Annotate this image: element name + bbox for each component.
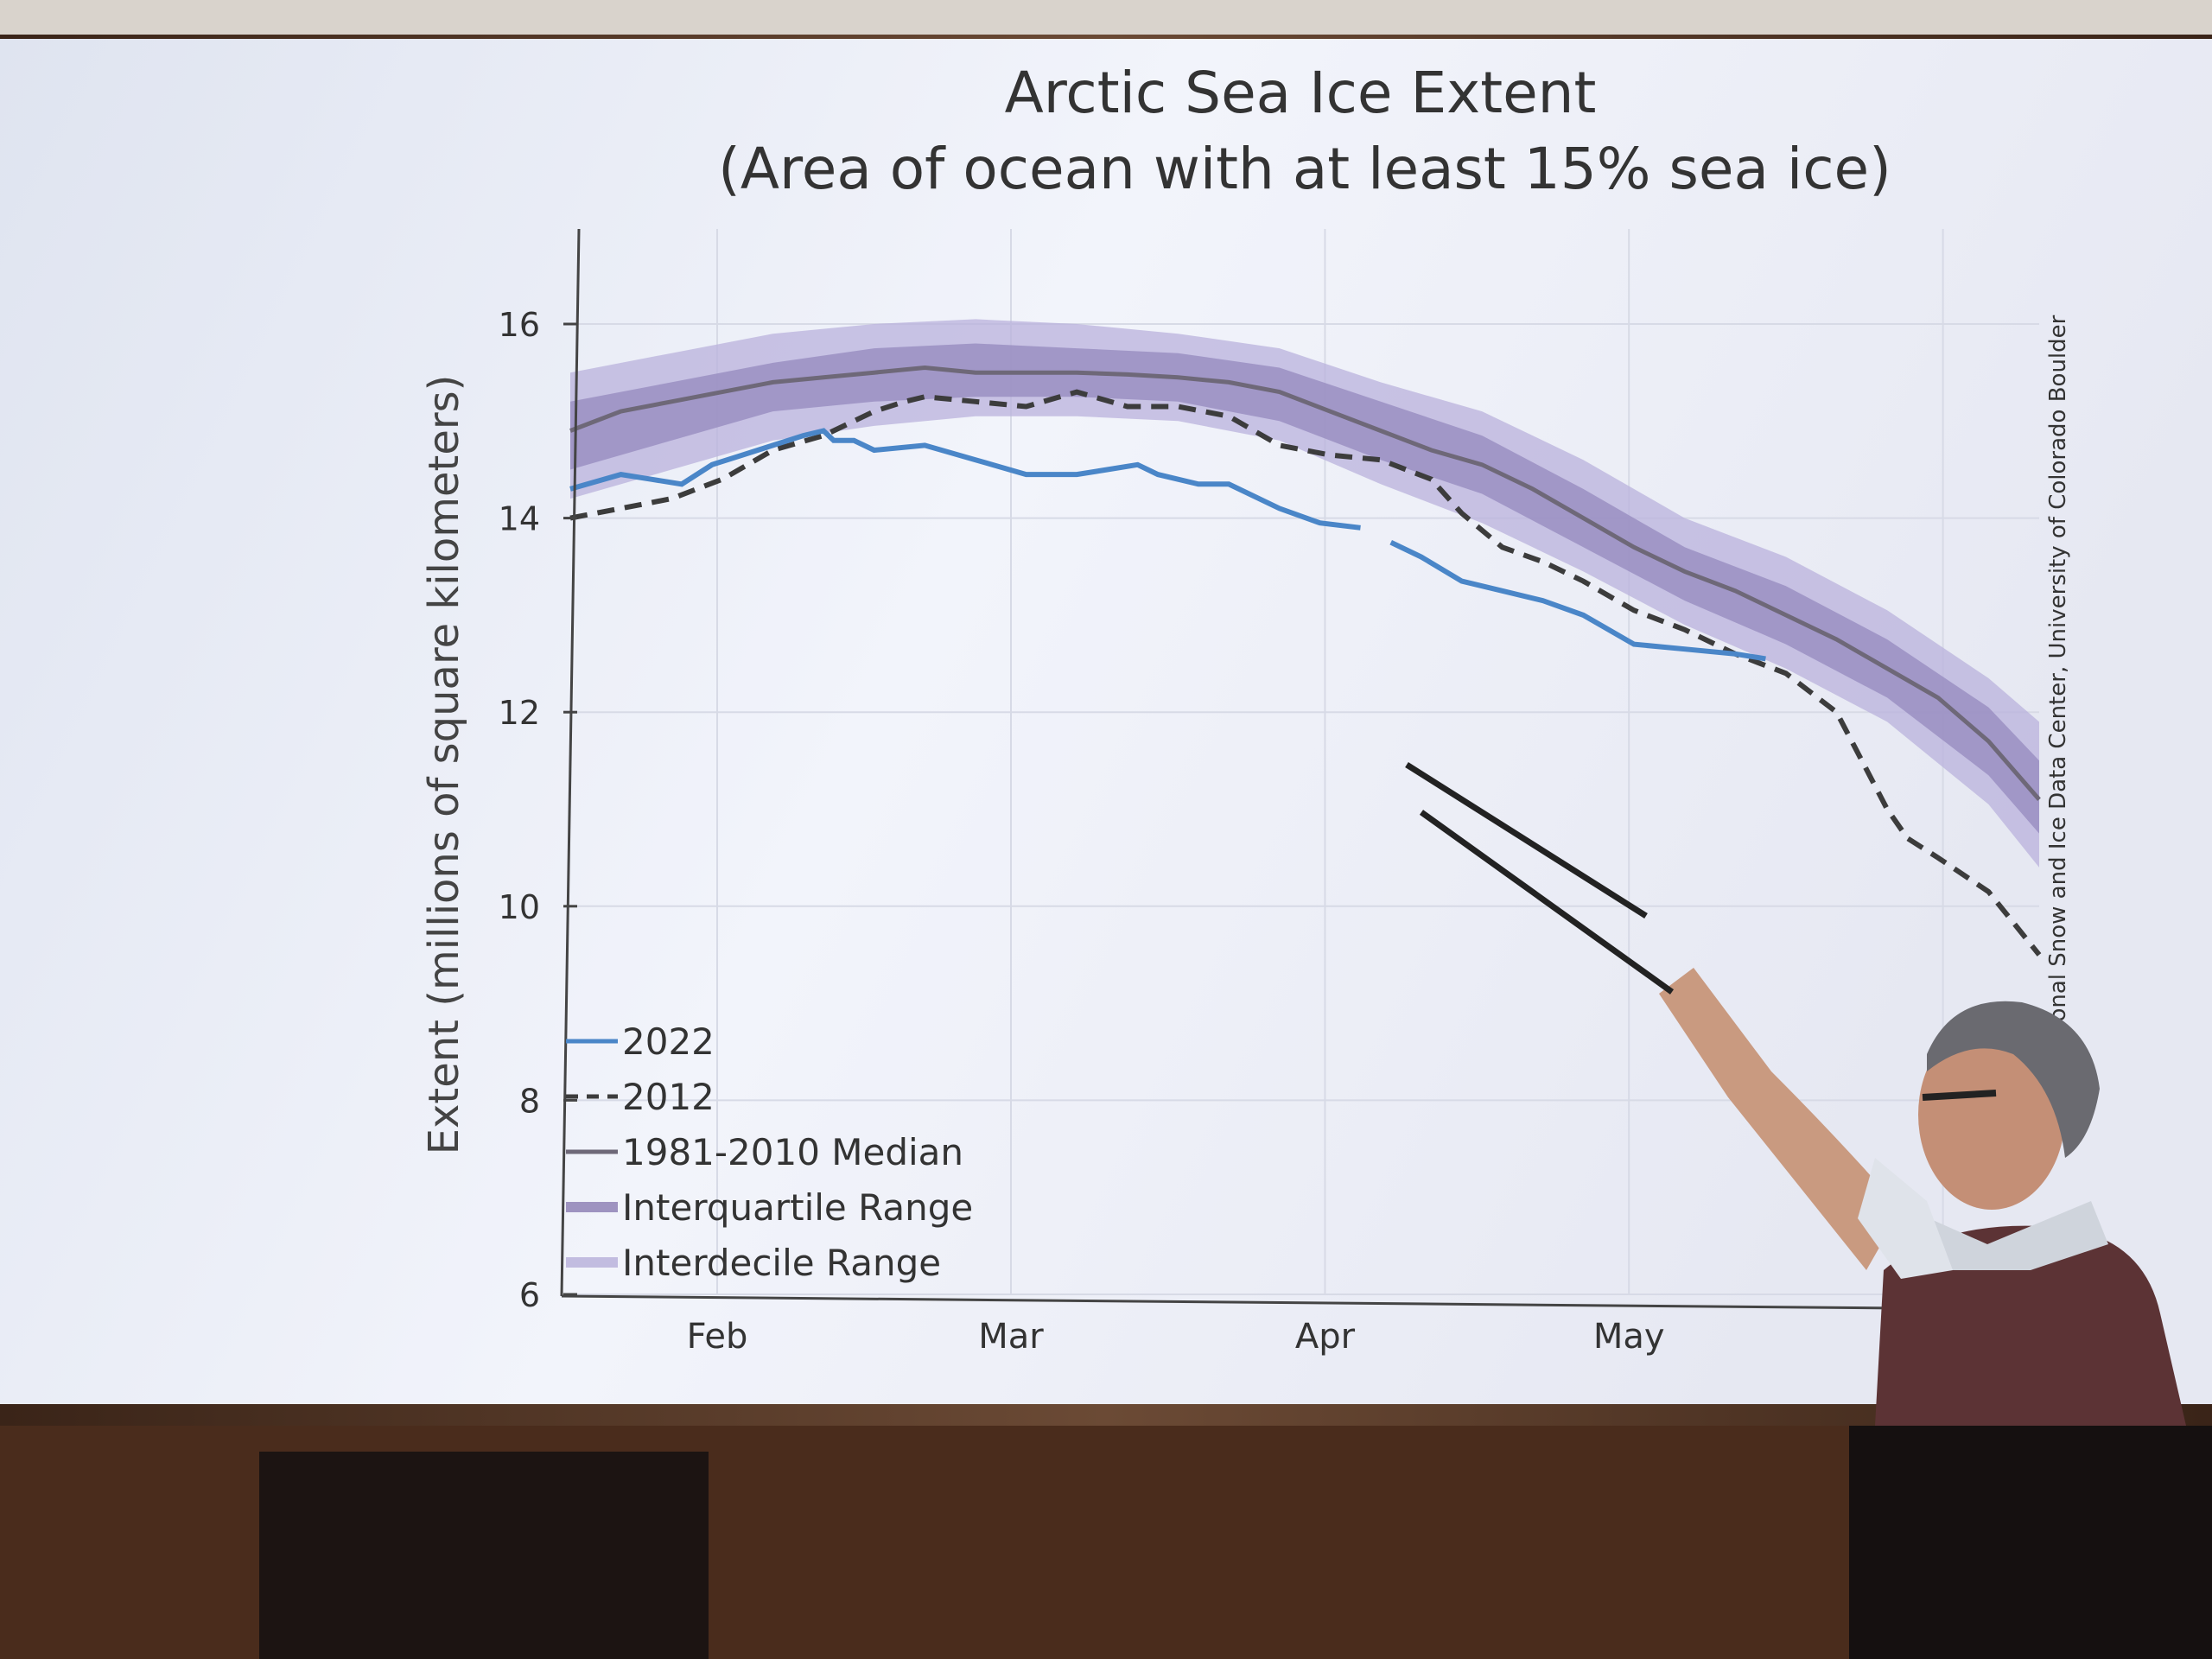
y-tick-label: 10: [499, 888, 540, 926]
desk-right: [1849, 1426, 2212, 1659]
legend-label: 2022: [622, 1020, 715, 1063]
y-tick-label: 8: [519, 1082, 540, 1120]
series-line-2012: [569, 389, 2042, 957]
pointers: [1405, 762, 1675, 995]
legend-label: Interquartile Range: [622, 1186, 973, 1229]
y-axis-line: [560, 228, 581, 1297]
y-tick-label: 16: [499, 306, 540, 344]
pointer-stick-upper: [1405, 762, 1648, 918]
credit-text: National Snow and Ice Data Center, Unive…: [2045, 315, 2071, 1067]
presenter-arm: [1659, 968, 1901, 1270]
legend-label: Interdecile Range: [622, 1242, 941, 1284]
series-line-median: [569, 365, 2041, 801]
x-axis-line: [561, 1294, 1902, 1310]
x-tick-label: Apr: [1295, 1317, 1356, 1357]
legend: 2022 2012 1981-2010 Median Interquartile Ra…: [566, 1020, 973, 1284]
chart-title: Arctic Sea Ice Extent: [1005, 60, 1597, 126]
ceiling: [0, 0, 2212, 35]
presenter-hair: [1927, 1001, 2100, 1158]
series-lines: [569, 365, 2042, 957]
legend-label: 2012: [622, 1076, 715, 1118]
legend-label: 1981-2010 Median: [622, 1131, 963, 1173]
presenter-collar: [1910, 1201, 2108, 1270]
chart-subtitle: (Area of ocean with at least 15% sea ice…: [718, 136, 1891, 202]
x-tick-label: Feb: [687, 1317, 748, 1357]
y-axis-label: Extent (millions of square kilometers): [420, 375, 468, 1155]
y-tick-label: 6: [519, 1276, 540, 1314]
x-tick-label: Mar: [978, 1317, 1044, 1357]
presenter-sleeve: [1858, 1158, 1953, 1279]
pointer-stick-lower: [1419, 810, 1675, 995]
series-line-2022: [569, 428, 1766, 662]
presenter-torso: [1875, 1225, 2186, 1426]
y-tick-label: 12: [499, 694, 540, 732]
desk-left: [259, 1452, 709, 1659]
presenter: [1659, 968, 2186, 1426]
x-tick-label: May: [1593, 1317, 1665, 1357]
presenter-glasses: [1922, 1090, 1997, 1101]
y-ticks: 6 8 10 12 14 16: [499, 306, 577, 1314]
y-tick-label: 14: [499, 500, 540, 538]
